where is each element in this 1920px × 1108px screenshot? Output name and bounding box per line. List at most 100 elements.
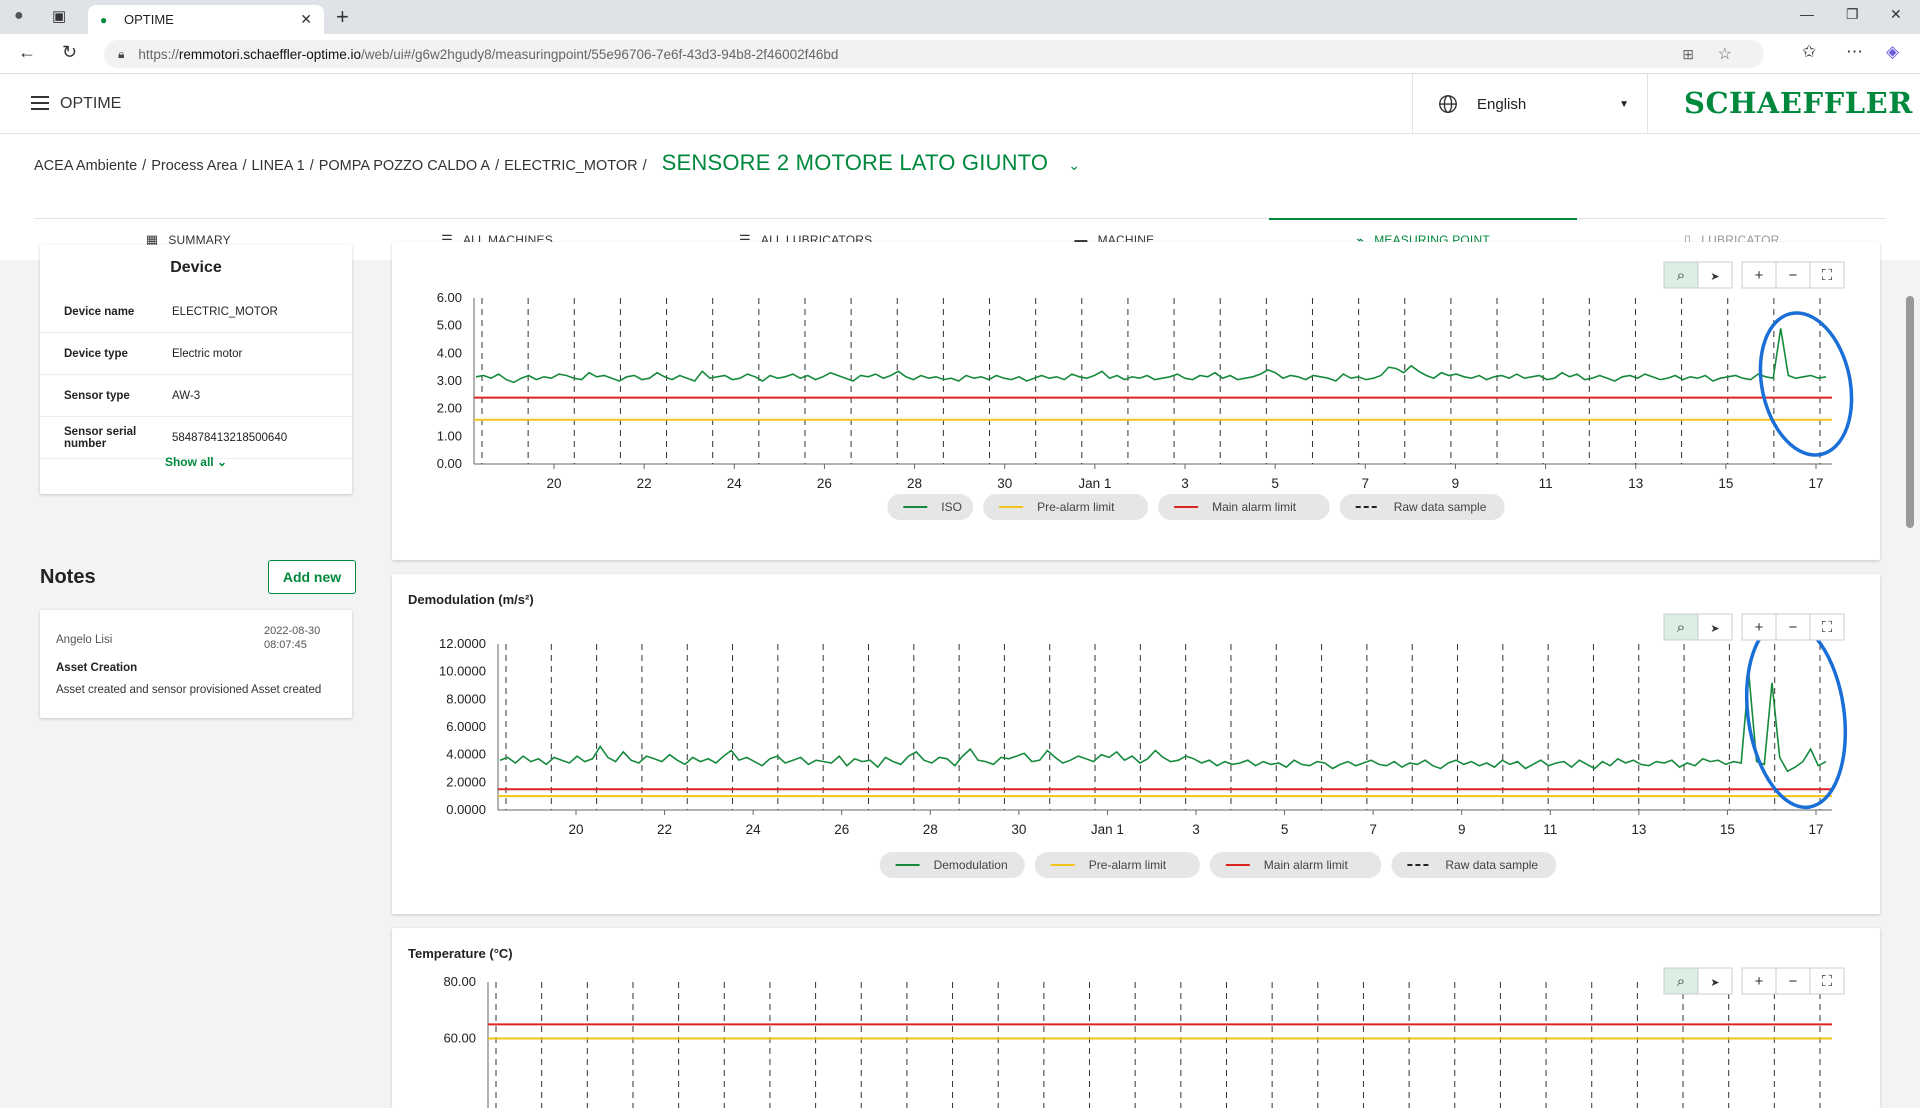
zoom-in-button[interactable]: + (1741, 613, 1777, 641)
y-tick-label: 6.0000 (446, 719, 486, 734)
favorite-star-icon[interactable]: ☆ (1717, 46, 1732, 63)
close-window-icon[interactable]: ✕ (1890, 6, 1902, 22)
legend-item[interactable]: Main alarm limit (1209, 852, 1382, 878)
app-header: OPTIME English ▼ SCHAEFFLER (0, 74, 1920, 134)
cursor-button[interactable]: ➤ (1697, 613, 1733, 641)
breadcrumb-item[interactable]: POMPA POZZO CALDO A (318, 158, 491, 174)
page-scrollbar[interactable] (1906, 296, 1914, 528)
cursor-icon: ➤ (1710, 623, 1719, 635)
y-tick-label: 6.00 (437, 290, 462, 305)
add-note-button[interactable]: Add new (268, 560, 356, 594)
device-info-key: Sensor serial number (64, 425, 137, 450)
app-root: OPTIME English ▼ SCHAEFFLER ACEA Ambient… (0, 74, 1920, 1108)
fullscreen-button[interactable]: ⛶ (1809, 261, 1845, 289)
fullscreen-button[interactable]: ⛶ (1809, 967, 1845, 995)
x-tick-label: 24 (727, 476, 743, 491)
minimize-icon[interactable]: — (1800, 6, 1814, 22)
tool-button-bg (1775, 967, 1811, 995)
legend-pill (879, 852, 1025, 878)
device-info-value: Electric motor (172, 347, 243, 360)
profile-icon[interactable]: ● (14, 7, 24, 24)
language-select[interactable]: English ▼ (1412, 74, 1648, 134)
legend-item[interactable]: Raw data sample (1391, 852, 1557, 878)
new-tab-icon[interactable]: + (336, 4, 349, 29)
demodulation-chart[interactable]: Demodulation (m/s²) 0.0000 2.0000 4.0000 6.0… (392, 574, 1880, 914)
breadcrumb-item[interactable]: ACEA Ambiente (34, 158, 138, 174)
hand-drawn-annotation-circle (1744, 618, 1848, 810)
favorites-icon[interactable]: ✩ (1802, 42, 1817, 61)
close-tab-icon[interactable]: ✕ (300, 11, 312, 27)
app-install-icon[interactable]: ⊞ (1682, 45, 1694, 62)
breadcrumb-item[interactable]: ELECTRIC_MOTOR (504, 158, 638, 174)
back-icon[interactable]: ← (18, 42, 36, 62)
hamburger-menu-icon[interactable] (31, 96, 49, 114)
device-info-key: Device type (64, 347, 128, 360)
url-field[interactable]: 🔒︎ https://remmotori.schaeffler-optime.i… (104, 40, 1764, 68)
fullscreen-icon: ⛶ (1822, 973, 1833, 990)
zoom-in-button[interactable]: + (1741, 967, 1777, 995)
tab-summary[interactable]: ▦ SUMMARY (34, 219, 343, 260)
temperature-chart[interactable]: Temperature (°C) 60.00 80.00 ⌕ ➤ + − ⛶ (392, 928, 1880, 1108)
legend-item[interactable]: Demodulation (879, 852, 1025, 878)
iso-chart[interactable]: ISO (mm/s)0.001.002.003.004.005.006.0020… (392, 242, 1880, 560)
zoom-out-button[interactable]: − (1775, 613, 1811, 641)
search-button[interactable]: ⌕ (1663, 261, 1699, 289)
zoom-in-button[interactable]: + (1741, 261, 1777, 289)
tool-button-bg (1741, 613, 1777, 641)
search-icon: ⌕ (1677, 267, 1685, 284)
zoom-in-icon: + (1755, 267, 1764, 284)
cursor-button[interactable]: ➤ (1697, 967, 1733, 995)
legend-item[interactable]: ISO (887, 494, 974, 520)
legend-pill (1034, 852, 1200, 878)
x-tick-label: 30 (997, 476, 1012, 491)
legend-label: Pre-alarm limit (1037, 500, 1115, 514)
chart-title: Demodulation (m/s²) (408, 592, 534, 607)
zoom-out-button[interactable]: − (1775, 261, 1811, 289)
demodulation-chart-card: Demodulation (m/s²) 0.0000 2.0000 4.0000 6.0… (392, 574, 1880, 914)
legend-item[interactable]: Main alarm limit (1158, 494, 1330, 520)
legend-item[interactable]: Raw data sample (1339, 494, 1505, 520)
summary-icon: ▦ (145, 231, 159, 247)
y-tick-label: 0.0000 (446, 802, 486, 817)
search-button[interactable]: ⌕ (1663, 613, 1699, 641)
copilot-icon[interactable]: ◈ (1886, 42, 1900, 61)
note-title: Asset Creation (56, 662, 138, 674)
zoom-out-button[interactable]: − (1775, 967, 1811, 995)
lock-icon: 🔒︎ (118, 46, 125, 61)
x-tick-label: 20 (568, 822, 583, 837)
globe-icon (1439, 95, 1457, 113)
note-timestamp: 2022-08-30 08:07:45 (264, 624, 320, 652)
restore-icon[interactable]: ❐ (1846, 6, 1859, 22)
legend-item[interactable]: Pre-alarm limit (983, 494, 1149, 520)
breadcrumb-item[interactable]: Process Area (151, 158, 238, 174)
x-tick-label: 11 (1543, 822, 1557, 837)
y-tick-label: 8.0000 (446, 691, 486, 706)
browser-address-bar: ← ↻ 🔒︎ https://remmotori.schaeffler-opti… (0, 34, 1920, 74)
breadcrumb: ACEA Ambiente / Process Area / LINEA 1/ PO… (34, 150, 1080, 175)
show-all-link[interactable]: Show all ⌄ (40, 455, 352, 469)
legend-item[interactable]: Pre-alarm limit (1034, 852, 1200, 878)
x-tick-label: Jan 1 (1078, 476, 1111, 491)
chevron-down-icon: ⌄ (216, 455, 228, 469)
list-icon: ☰ (441, 231, 453, 247)
browser-tab[interactable]: ● OPTIME ✕ (88, 5, 324, 34)
tab-actions-icon[interactable]: ▣ (52, 8, 67, 25)
x-tick-label: 30 (1011, 822, 1026, 837)
search-button[interactable]: ⌕ (1663, 967, 1699, 995)
x-tick-label: 9 (1452, 476, 1460, 491)
zoom-out-icon: − (1789, 267, 1798, 284)
x-tick-label: 7 (1369, 822, 1377, 837)
y-tick-label: 0.00 (437, 456, 462, 471)
x-tick-label: 20 (546, 476, 561, 491)
note-date: 2022-08-30 (264, 625, 321, 637)
cursor-button[interactable]: ➤ (1697, 261, 1733, 289)
legend-label: Main alarm limit (1212, 500, 1297, 514)
schaeffler-logo: SCHAEFFLER (1684, 86, 1913, 120)
more-options-icon[interactable]: ⋯ (1846, 42, 1863, 61)
reload-icon[interactable]: ↻ (62, 42, 78, 62)
breadcrumb-item[interactable]: LINEA 1 (251, 158, 305, 174)
chevron-down-icon[interactable]: ⌄ (1068, 157, 1080, 173)
tool-button-bg (1741, 261, 1777, 289)
optime-favicon-icon: ● (100, 12, 108, 27)
fullscreen-button[interactable]: ⛶ (1809, 613, 1845, 641)
